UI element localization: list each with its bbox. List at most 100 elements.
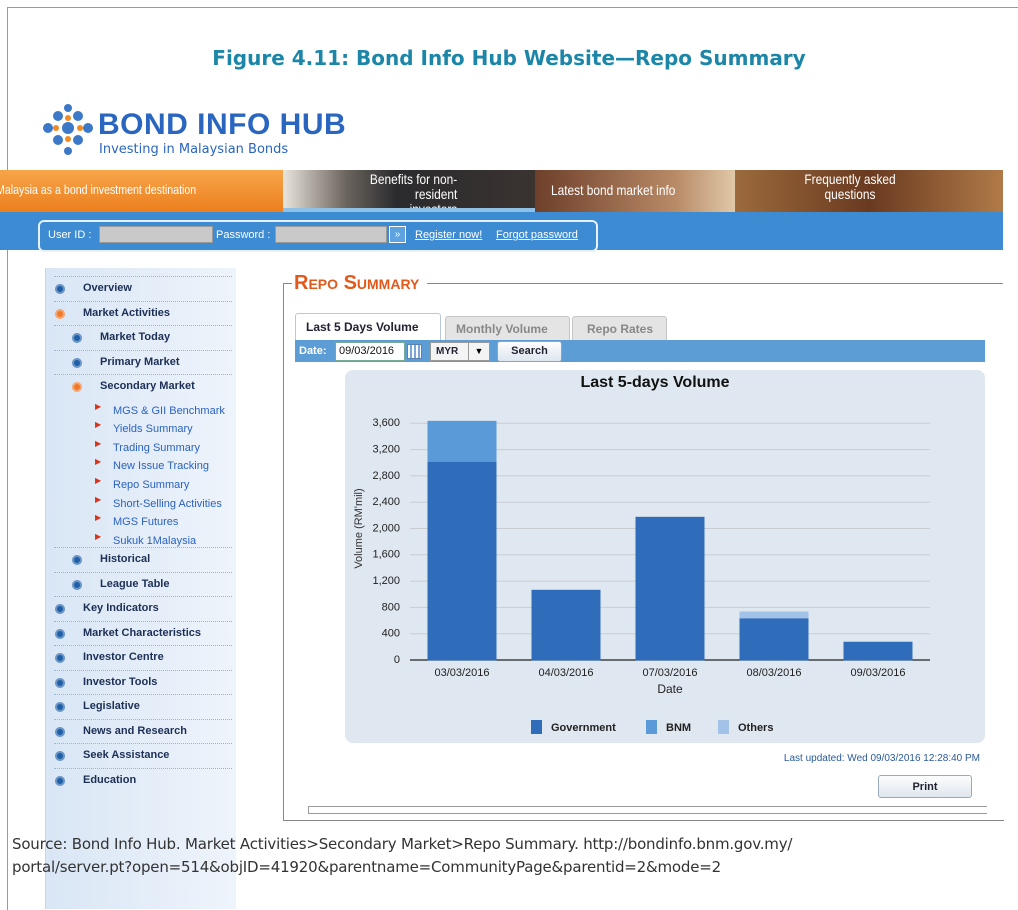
nav-separator bbox=[54, 547, 232, 548]
nav-icon[interactable] bbox=[72, 580, 82, 590]
banner-tab[interactable]: Benefits for non-resident investors bbox=[283, 170, 535, 212]
bar bbox=[844, 642, 912, 660]
nav-item[interactable]: Primary Market bbox=[100, 356, 180, 368]
nav-icon[interactable] bbox=[55, 284, 65, 294]
select-arrow[interactable]: ▼ bbox=[468, 343, 489, 360]
nav-icon[interactable] bbox=[72, 382, 82, 392]
banner-tab[interactable]: Malaysia as a bond investment destinatio… bbox=[0, 170, 283, 212]
tab-label[interactable]: Last 5 Days Volume bbox=[306, 320, 419, 334]
user-id-input[interactable] bbox=[99, 226, 213, 243]
nav-link[interactable]: Trading Summary bbox=[113, 442, 200, 454]
date-input[interactable]: 09/03/2016 bbox=[335, 342, 405, 361]
y-tick-label: 2,400 bbox=[372, 496, 400, 508]
banner: Malaysia as a bond investment destinatio… bbox=[0, 170, 1003, 212]
nav-item[interactable]: Historical bbox=[100, 553, 150, 565]
page: Figure 4.11: Bond Info Hub Website—Repo … bbox=[0, 0, 1018, 909]
legend-swatch bbox=[646, 720, 657, 734]
nav-link[interactable]: Short-Selling Activities bbox=[113, 498, 222, 510]
login-go[interactable]: » bbox=[389, 226, 406, 243]
nav-item[interactable]: Market Activities bbox=[83, 307, 170, 319]
search-button[interactable]: Search bbox=[497, 341, 562, 362]
nav-link[interactable]: Sukuk 1Malaysia bbox=[113, 535, 196, 547]
nav-icon[interactable] bbox=[72, 358, 82, 368]
banner-text[interactable]: Malaysia as a bond investment destinatio… bbox=[0, 183, 196, 197]
nav-item[interactable]: Market Characteristics bbox=[83, 627, 201, 639]
currency-select[interactable]: MYR ▼ bbox=[430, 342, 490, 361]
nav-icon[interactable] bbox=[55, 309, 65, 319]
logo-mark bbox=[38, 100, 98, 160]
source-line: portal/server.pt?open=514&objID=41920&pa… bbox=[12, 858, 721, 876]
nav-item[interactable]: Investor Centre bbox=[83, 651, 164, 663]
nav-icon[interactable] bbox=[55, 629, 65, 639]
y-tick-label: 2,800 bbox=[372, 470, 400, 482]
nav-link[interactable]: Repo Summary bbox=[113, 479, 189, 491]
nav-separator bbox=[54, 768, 232, 769]
nav-link[interactable]: MGS & GII Benchmark bbox=[113, 405, 225, 417]
nav-icon[interactable] bbox=[55, 776, 65, 786]
nav-item[interactable]: League Table bbox=[100, 578, 169, 590]
nav-item[interactable]: Secondary Market bbox=[100, 380, 195, 392]
print-label[interactable]: Print bbox=[879, 781, 971, 793]
nav-bullet: ▶ bbox=[95, 476, 101, 485]
tab-label[interactable]: Monthly Volume bbox=[456, 322, 548, 336]
nav-item[interactable]: Market Today bbox=[100, 331, 170, 343]
password-input[interactable] bbox=[275, 226, 387, 243]
chart: Last 5-days Volume04008001,2001,6002,000… bbox=[345, 370, 985, 743]
nav-bullet: ▶ bbox=[95, 402, 101, 411]
tab[interactable]: Repo Rates bbox=[572, 316, 667, 341]
banner-tab[interactable]: Frequently asked questions bbox=[735, 170, 1003, 212]
nav-item[interactable]: News and Research bbox=[83, 725, 187, 737]
bar bbox=[532, 590, 600, 660]
print-button[interactable]: Print bbox=[878, 775, 972, 798]
nav-icon[interactable] bbox=[55, 727, 65, 737]
bar bbox=[428, 461, 496, 660]
nav-separator bbox=[54, 670, 232, 671]
nav-item[interactable]: Key Indicators bbox=[83, 602, 159, 614]
nav-link[interactable]: New Issue Tracking bbox=[113, 460, 209, 472]
banner-text[interactable]: Latest bond market info bbox=[551, 182, 675, 198]
nav-icon[interactable] bbox=[72, 333, 82, 343]
banner-text[interactable]: Benefits for non-resident investors bbox=[368, 172, 457, 212]
legend-label: Government bbox=[551, 722, 616, 734]
nav-link[interactable]: MGS Futures bbox=[113, 516, 178, 528]
nav-icon[interactable] bbox=[55, 678, 65, 688]
search-label[interactable]: Search bbox=[498, 345, 561, 357]
nav-item[interactable]: Legislative bbox=[83, 700, 140, 712]
currency-value[interactable]: MYR bbox=[436, 346, 458, 357]
nav-link[interactable]: Yields Summary bbox=[113, 423, 193, 435]
tab-label[interactable]: Repo Rates bbox=[587, 322, 653, 336]
register-link[interactable]: Register now! bbox=[415, 229, 482, 241]
nav-separator bbox=[54, 719, 232, 720]
nav-icon[interactable] bbox=[55, 702, 65, 712]
date-label: Date: bbox=[299, 345, 327, 357]
nav-bullet: ▶ bbox=[95, 495, 101, 504]
nav-separator bbox=[54, 621, 232, 622]
calendar-icon[interactable] bbox=[407, 344, 422, 359]
nav-separator bbox=[54, 374, 232, 375]
nav-icon[interactable] bbox=[55, 653, 65, 663]
banner-tab[interactable]: Latest bond market info bbox=[535, 170, 735, 212]
nav-icon[interactable] bbox=[55, 604, 65, 614]
y-tick-label: 400 bbox=[382, 628, 400, 640]
nav-separator bbox=[54, 743, 232, 744]
logo-name: BOND INFO HUB bbox=[98, 108, 346, 142]
date-value[interactable]: 09/03/2016 bbox=[339, 345, 394, 357]
x-axis-label: Date bbox=[657, 682, 683, 696]
nav-item[interactable]: Investor Tools bbox=[83, 676, 157, 688]
forgot-link[interactable]: Forgot password bbox=[496, 229, 578, 241]
banner-text[interactable]: Frequently asked questions bbox=[803, 172, 897, 202]
tab[interactable]: Monthly Volume bbox=[445, 316, 570, 341]
nav-icon[interactable] bbox=[55, 751, 65, 761]
nav-separator bbox=[54, 694, 232, 695]
tab[interactable]: Last 5 Days Volume bbox=[295, 313, 441, 341]
legend-label: Others bbox=[738, 722, 773, 734]
nav-item[interactable]: Education bbox=[83, 774, 136, 786]
user-id-label: User ID : bbox=[48, 229, 91, 241]
nav-item[interactable]: Seek Assistance bbox=[83, 749, 169, 761]
nav-icon[interactable] bbox=[72, 555, 82, 565]
side-nav: Overview Market Activities Market Today Pri… bbox=[45, 268, 236, 909]
y-tick-label: 2,000 bbox=[372, 522, 400, 534]
bar bbox=[636, 517, 704, 660]
nav-item[interactable]: Overview bbox=[83, 282, 132, 294]
y-tick-label: 800 bbox=[382, 601, 400, 613]
